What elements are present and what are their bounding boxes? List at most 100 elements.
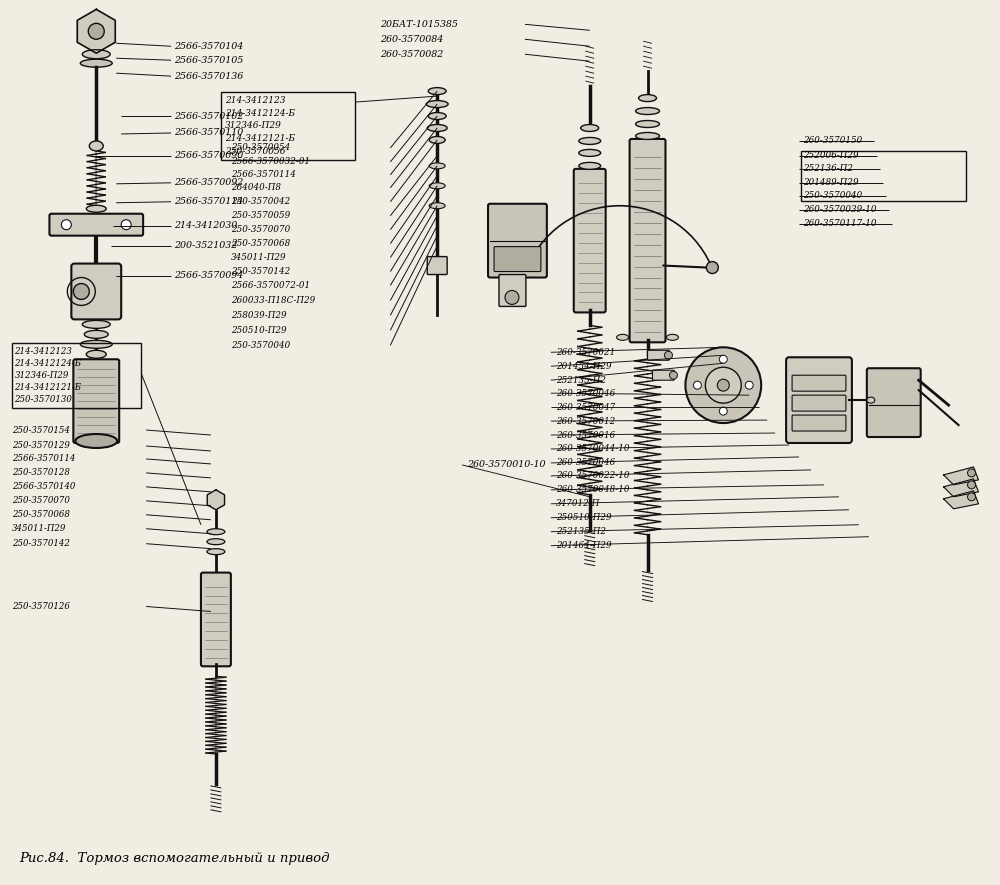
Ellipse shape bbox=[427, 125, 447, 132]
Text: 260-3570046: 260-3570046 bbox=[556, 389, 615, 397]
FancyBboxPatch shape bbox=[648, 350, 669, 360]
FancyBboxPatch shape bbox=[792, 415, 846, 431]
Ellipse shape bbox=[429, 203, 445, 209]
Circle shape bbox=[693, 381, 701, 389]
Text: 252006-П29: 252006-П29 bbox=[803, 151, 859, 160]
Text: 260-3570048-10: 260-3570048-10 bbox=[556, 485, 629, 495]
Text: 345011-П29: 345011-П29 bbox=[12, 524, 66, 534]
Text: 214-3412123: 214-3412123 bbox=[225, 96, 285, 104]
Circle shape bbox=[706, 262, 718, 273]
FancyBboxPatch shape bbox=[786, 358, 852, 443]
Text: 20БАТ-1015385: 20БАТ-1015385 bbox=[380, 19, 458, 29]
Ellipse shape bbox=[75, 434, 117, 448]
Text: 250-3570070: 250-3570070 bbox=[231, 225, 290, 235]
FancyBboxPatch shape bbox=[792, 395, 846, 412]
Circle shape bbox=[745, 381, 753, 389]
Circle shape bbox=[719, 407, 727, 415]
Ellipse shape bbox=[579, 162, 601, 169]
Text: 2566-3570090: 2566-3570090 bbox=[174, 151, 243, 160]
Circle shape bbox=[61, 219, 71, 230]
Text: 250-3570154: 250-3570154 bbox=[12, 426, 69, 435]
Text: 214-3412121-Б: 214-3412121-Б bbox=[225, 135, 295, 143]
FancyBboxPatch shape bbox=[201, 573, 231, 666]
Text: 260033-П18С-П29: 260033-П18С-П29 bbox=[231, 296, 315, 305]
Ellipse shape bbox=[82, 50, 110, 58]
FancyBboxPatch shape bbox=[499, 274, 526, 306]
Ellipse shape bbox=[636, 133, 659, 140]
Text: 2566-3570072-01: 2566-3570072-01 bbox=[231, 281, 310, 290]
Ellipse shape bbox=[666, 335, 678, 341]
Text: 260-3570044-10: 260-3570044-10 bbox=[556, 444, 629, 453]
Text: 201454-П29: 201454-П29 bbox=[556, 362, 611, 371]
Text: 214-3412124-Б: 214-3412124-Б bbox=[15, 358, 82, 368]
Text: Рис.84.  Тормоз вспомогательный и привод: Рис.84. Тормоз вспомогательный и привод bbox=[20, 852, 330, 866]
Ellipse shape bbox=[82, 320, 110, 328]
Ellipse shape bbox=[867, 397, 875, 404]
Text: 260-3570021: 260-3570021 bbox=[556, 348, 615, 357]
Bar bbox=[12, 343, 141, 408]
FancyBboxPatch shape bbox=[494, 247, 541, 272]
Text: 260-3570150: 260-3570150 bbox=[803, 136, 862, 145]
Circle shape bbox=[669, 371, 677, 379]
Ellipse shape bbox=[80, 341, 112, 349]
Text: 250-3570142: 250-3570142 bbox=[12, 539, 69, 548]
FancyBboxPatch shape bbox=[73, 359, 119, 443]
Text: 2566-3570136: 2566-3570136 bbox=[174, 72, 243, 81]
Ellipse shape bbox=[207, 539, 225, 544]
Ellipse shape bbox=[581, 125, 599, 132]
Text: 2566-3570092: 2566-3570092 bbox=[174, 178, 243, 188]
Ellipse shape bbox=[636, 120, 659, 127]
Text: 260-3570012: 260-3570012 bbox=[556, 417, 615, 426]
Circle shape bbox=[88, 23, 104, 39]
Text: 250-3570070: 250-3570070 bbox=[12, 496, 69, 505]
Text: 250-3570129: 250-3570129 bbox=[12, 442, 69, 450]
Text: 250-3570126: 250-3570126 bbox=[12, 602, 69, 611]
Ellipse shape bbox=[86, 350, 106, 358]
Ellipse shape bbox=[89, 141, 103, 151]
Text: 2566-3570114: 2566-3570114 bbox=[231, 170, 296, 180]
FancyBboxPatch shape bbox=[488, 204, 547, 278]
Circle shape bbox=[685, 347, 761, 423]
FancyBboxPatch shape bbox=[574, 169, 606, 312]
Ellipse shape bbox=[86, 205, 106, 212]
Circle shape bbox=[705, 367, 741, 404]
Text: 260-3570022-10: 260-3570022-10 bbox=[556, 472, 629, 481]
Text: 260-3570046: 260-3570046 bbox=[556, 458, 615, 467]
Ellipse shape bbox=[428, 112, 446, 119]
Text: 250510-П29: 250510-П29 bbox=[556, 513, 611, 522]
Text: 260-3570084: 260-3570084 bbox=[380, 35, 444, 43]
Text: 200-3521032: 200-3521032 bbox=[174, 241, 237, 250]
Text: 260-3570082: 260-3570082 bbox=[380, 50, 444, 58]
Text: 2566-3570105: 2566-3570105 bbox=[174, 56, 243, 65]
Ellipse shape bbox=[579, 137, 601, 144]
Text: 250-3570042: 250-3570042 bbox=[231, 197, 290, 206]
Ellipse shape bbox=[80, 59, 112, 67]
Text: 214-3412123: 214-3412123 bbox=[15, 347, 72, 356]
FancyBboxPatch shape bbox=[653, 370, 674, 381]
Text: 201464-П29: 201464-П29 bbox=[556, 541, 611, 550]
Text: 347012-П: 347012-П bbox=[556, 499, 600, 508]
Text: 258039-П29: 258039-П29 bbox=[231, 311, 286, 319]
Circle shape bbox=[505, 290, 519, 304]
Text: 2566-3570102: 2566-3570102 bbox=[174, 112, 243, 120]
Text: 252135-П2: 252135-П2 bbox=[556, 376, 606, 385]
Text: 250-3570130: 250-3570130 bbox=[15, 395, 72, 404]
Text: 312346-П29: 312346-П29 bbox=[15, 371, 69, 380]
Circle shape bbox=[719, 355, 727, 363]
Text: 2566-3570140: 2566-3570140 bbox=[12, 482, 75, 491]
Text: 2566-3570114: 2566-3570114 bbox=[174, 197, 243, 206]
FancyBboxPatch shape bbox=[792, 375, 846, 391]
FancyBboxPatch shape bbox=[427, 257, 447, 274]
Circle shape bbox=[968, 493, 976, 501]
Text: 260-3570016: 260-3570016 bbox=[556, 430, 615, 440]
Ellipse shape bbox=[617, 335, 629, 341]
Text: 214-3412124-Б: 214-3412124-Б bbox=[225, 109, 295, 118]
Text: 250-3570040: 250-3570040 bbox=[803, 191, 862, 200]
Text: 312346-П29: 312346-П29 bbox=[225, 121, 282, 130]
Text: 345011-П29: 345011-П29 bbox=[231, 253, 286, 262]
Circle shape bbox=[73, 283, 89, 299]
Text: 2566-3570094: 2566-3570094 bbox=[174, 271, 243, 280]
Ellipse shape bbox=[429, 183, 445, 189]
Circle shape bbox=[968, 481, 976, 489]
Text: 214-3412121-Б: 214-3412121-Б bbox=[15, 382, 82, 392]
